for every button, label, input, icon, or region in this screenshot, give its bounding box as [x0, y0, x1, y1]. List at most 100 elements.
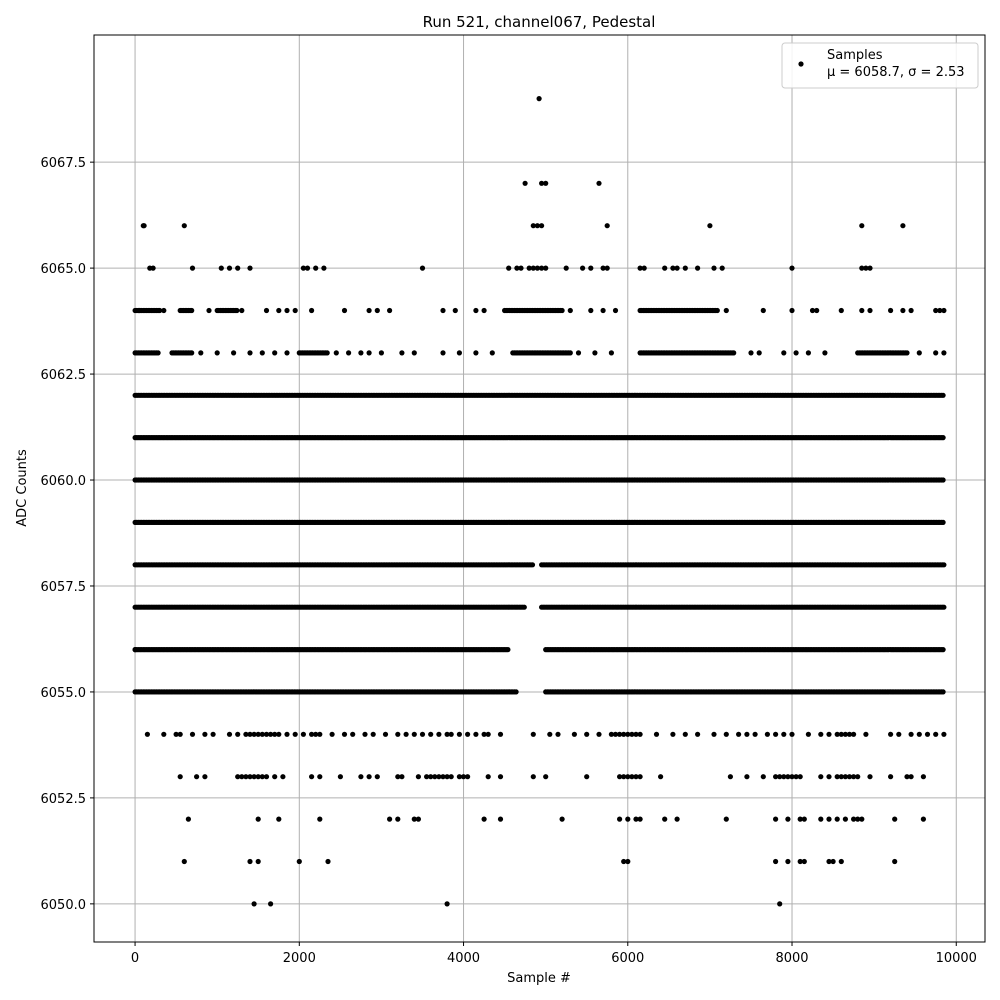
data-point [428, 731, 434, 737]
data-point [940, 477, 946, 483]
data-point [284, 731, 290, 737]
data-point [136, 307, 142, 314]
data-point [851, 816, 857, 822]
legend-stats-label: μ = 6058.7, σ = 2.53 [827, 65, 965, 80]
data-point [387, 816, 393, 822]
data-point [284, 350, 290, 356]
data-point [785, 816, 791, 822]
data-point [321, 265, 327, 271]
data-point [239, 774, 245, 780]
data-point [395, 774, 401, 780]
data-point [826, 731, 832, 737]
data-point [842, 774, 849, 780]
data-point [251, 901, 257, 907]
data-point [559, 816, 565, 822]
data-point [625, 816, 631, 822]
data-point [674, 265, 680, 271]
data-point [600, 307, 606, 314]
y-tick-label: 6060.0 [41, 474, 87, 489]
data-point [867, 307, 873, 314]
data-point [296, 858, 302, 865]
data-point [448, 731, 454, 737]
data-point [892, 816, 898, 822]
data-point [155, 350, 161, 356]
data-point [419, 265, 426, 271]
data-point [226, 731, 233, 737]
data-point [395, 731, 401, 737]
data-point [752, 731, 758, 737]
data-point [157, 307, 163, 314]
data-point [436, 774, 442, 780]
data-point [637, 731, 643, 737]
x-tick-label: 0 [131, 951, 139, 966]
data-point [272, 774, 278, 780]
data-point [210, 731, 216, 737]
data-point [177, 731, 183, 737]
data-point [773, 774, 779, 780]
data-point [797, 774, 803, 780]
data-point [900, 307, 906, 314]
data-point [497, 816, 504, 822]
data-point [818, 816, 824, 822]
data-point [325, 858, 331, 865]
data-point [580, 265, 586, 271]
data-point [255, 774, 261, 780]
data-point [941, 562, 947, 568]
data-point [521, 604, 527, 610]
data-point [940, 647, 946, 653]
data-point [259, 774, 265, 780]
data-point [908, 774, 914, 780]
data-point [846, 774, 853, 780]
data-point [247, 774, 253, 780]
data-point [481, 307, 487, 314]
data-point [625, 858, 631, 865]
data-point [777, 774, 783, 780]
data-point [896, 731, 902, 737]
data-point [940, 392, 946, 398]
data-point [181, 858, 187, 865]
data-point [714, 307, 720, 314]
data-point [194, 774, 200, 780]
data-point [559, 307, 565, 314]
data-point [473, 350, 479, 356]
data-point [255, 731, 261, 737]
data-point [727, 774, 734, 780]
data-point [608, 350, 615, 356]
data-point [855, 816, 861, 822]
data-point [436, 731, 442, 737]
data-point [263, 307, 270, 314]
data-point [518, 265, 524, 271]
data-point [838, 731, 844, 737]
data-point [534, 223, 541, 229]
data-point [276, 307, 282, 314]
data-point [243, 731, 249, 737]
data-point [908, 731, 914, 737]
data-point [785, 774, 791, 780]
data-point [941, 731, 947, 737]
data-point [658, 774, 664, 780]
data-point [653, 731, 660, 737]
data-point [941, 604, 947, 610]
data-point [719, 265, 725, 271]
data-point [838, 858, 844, 865]
data-point [202, 774, 208, 780]
data-point [933, 350, 939, 356]
data-point [304, 265, 311, 271]
data-point [596, 731, 602, 737]
data-point [851, 774, 857, 780]
data-point [481, 731, 487, 737]
legend-box [781, 42, 979, 89]
data-point [526, 265, 532, 271]
data-point [534, 265, 541, 271]
data-point [904, 774, 910, 780]
data-point [789, 731, 795, 737]
data-point [150, 265, 156, 271]
data-point [629, 731, 635, 737]
data-point [530, 774, 536, 780]
data-point [444, 774, 450, 780]
data-point [826, 774, 832, 780]
data-point [218, 265, 224, 271]
data-point [284, 307, 290, 314]
data-point [916, 350, 922, 356]
data-point [543, 265, 549, 271]
